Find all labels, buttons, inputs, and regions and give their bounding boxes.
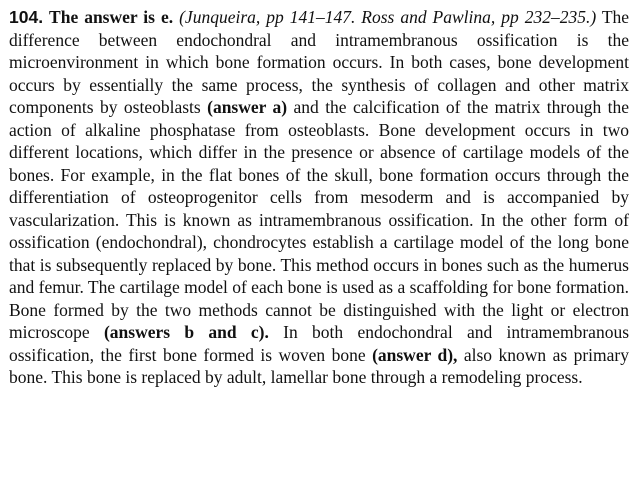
answer-ref-d: (answer d), xyxy=(372,344,458,365)
body-text-3: In both endochondral and intramembranous… xyxy=(9,322,629,365)
citation: (Junqueira, pp 141–147. Ross and Pawlina… xyxy=(179,7,597,27)
answer-ref-bc: (answers b and c). xyxy=(103,322,269,342)
question-number: 104. xyxy=(9,7,44,27)
answer-paragraph: 104. The answer is e. (Junqueira, pp 141… xyxy=(9,6,629,389)
answer-heading: The answer is e. xyxy=(49,7,174,27)
body-text-4: also known as primary bone. This bone is… xyxy=(9,344,629,388)
body-text-1: The difference between endochondral and … xyxy=(9,7,630,117)
answer-ref-a: (answer a) xyxy=(207,97,288,117)
body-text-2: and the calcification of the matrix thro… xyxy=(9,97,629,342)
